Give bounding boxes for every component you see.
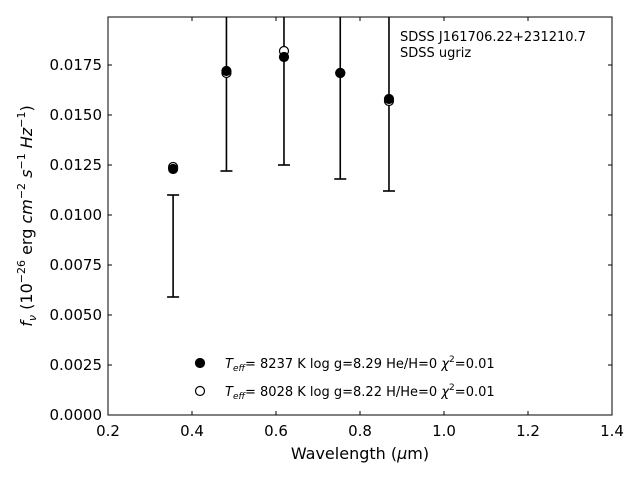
x-tick-label: 0.8: [348, 422, 372, 440]
x-tick-label: 1.0: [432, 422, 456, 440]
data-point-filled: [383, 93, 395, 105]
y-tick-label: 0.0025: [50, 356, 103, 374]
data-point-filled: [168, 163, 179, 175]
legend-entry-1-comp: He/H=0: [386, 357, 437, 372]
legend-marker-open: [194, 385, 206, 397]
y-tick-label: 0.0150: [50, 106, 103, 124]
y-tick-label: 0.0050: [50, 306, 103, 324]
x-tick-label: 0.2: [96, 422, 120, 440]
data-point-filled: [221, 65, 232, 77]
legend-entry-1: Teff= 8237 K log g=8.29 He/H=0 χ2=0.01: [225, 355, 495, 374]
legend: Teff= 8237 K log g=8.29 He/H=0 χ2=0.01 T…: [194, 355, 495, 402]
y-axis-ticks: 0.0000 0.0025 0.0050 0.0075 0.0100 0.0125 0.01…: [50, 56, 612, 424]
data-point-filled: [335, 67, 346, 79]
y-tick-label: 0.0000: [50, 406, 103, 424]
y-tick-label: 0.0175: [50, 56, 103, 74]
x-tick-label: 0.6: [264, 422, 288, 440]
legend-entry-2-comp: H/He=0: [386, 385, 437, 400]
y-tick-label: 0.0100: [50, 206, 103, 224]
legend-entry-2-teff: 8028: [260, 385, 293, 400]
y-tick-label: 0.0075: [50, 256, 103, 274]
y-tick-label: 0.0125: [50, 156, 103, 174]
annotation-object-name: SDSS J161706.22+231210.7: [400, 30, 586, 45]
x-tick-label: 1.2: [516, 422, 540, 440]
x-tick-label: 0.4: [180, 422, 204, 440]
legend-marker-filled: [194, 357, 206, 369]
data-markers: [168, 45, 395, 175]
legend-entry-2-logg: 8.22: [353, 385, 382, 400]
x-axis-ticks: 0.2 0.4 0.6 0.8 1.0 1.2 1.4: [96, 17, 624, 440]
legend-entry-1-logg: 8.29: [353, 357, 382, 372]
x-tick-label: 1.4: [600, 422, 624, 440]
y-axis-label: fν (10−26 erg cm−2 s−1 Hz−1): [15, 105, 39, 326]
data-point-filled: [278, 51, 290, 63]
legend-entry-1-teff: 8237: [260, 357, 293, 372]
legend-entry-2-chi2: 0.01: [466, 385, 495, 400]
annotation-filter-set: SDSS ugriz: [400, 46, 471, 61]
legend-entry-1-chi2: 0.01: [466, 357, 495, 372]
x-axis-label: Wavelength (μm): [291, 444, 429, 463]
legend-entry-2: Teff= 8028 K log g=8.22 H/He=0 χ2=0.01: [225, 383, 495, 402]
